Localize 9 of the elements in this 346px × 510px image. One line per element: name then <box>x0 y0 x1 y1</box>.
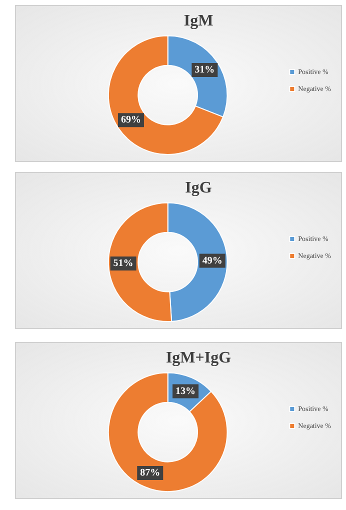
data-label: 13% <box>176 386 196 397</box>
data-label: 31% <box>194 64 215 76</box>
data-label: 87% <box>140 468 160 479</box>
data-label: 49% <box>202 255 222 266</box>
data-label: 69% <box>120 114 141 126</box>
chart-title: IgG <box>185 180 212 197</box>
data-label: 51% <box>113 258 134 270</box>
chart-title: IgM+IgG <box>166 350 232 367</box>
chart-title: IgM <box>184 12 214 30</box>
